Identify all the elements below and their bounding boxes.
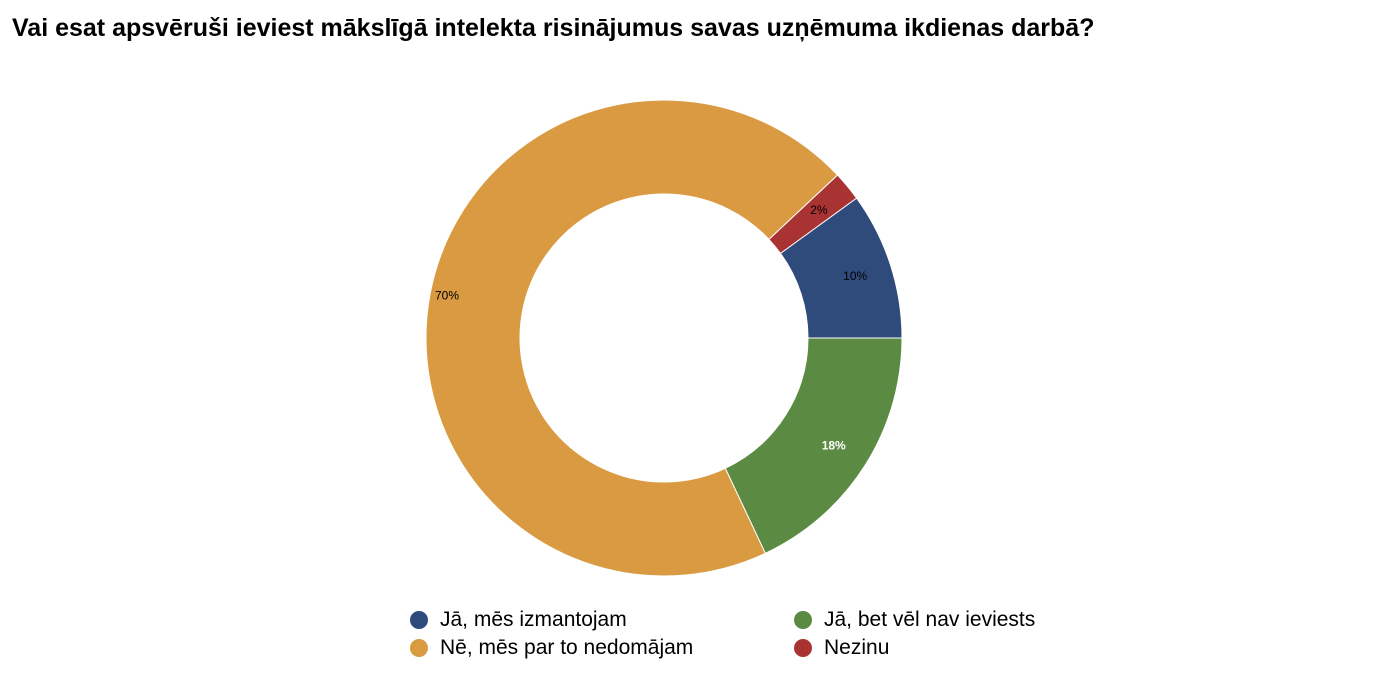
legend-item-nezinu[interactable]: Nezinu <box>794 636 1035 659</box>
legend-dot-icon <box>794 611 812 629</box>
legend-label: Jā, bet vēl nav ieviests <box>824 608 1036 631</box>
chart-title: Vai esat apsvēruši ieviest mākslīgā inte… <box>12 14 1095 42</box>
slice-value-label: 18% <box>822 439 846 453</box>
slice[interactable] <box>724 337 903 555</box>
legend-dot-icon <box>410 639 428 657</box>
slice[interactable] <box>768 174 858 255</box>
legend-item-ne-nedomajam[interactable]: Nē, mēs par to nedomājam <box>410 636 794 659</box>
legend-label: Nē, mēs par to nedomājam <box>440 636 694 659</box>
slice-value-label: 70% <box>435 289 459 303</box>
legend-dot-icon <box>410 611 428 629</box>
slice-labels-group: 10% 18% 70% 2% <box>435 203 868 453</box>
slices-group <box>425 99 903 577</box>
legend-label: Nezinu <box>824 636 890 659</box>
slice-value-label: 10% <box>843 269 867 283</box>
legend-dot-icon <box>794 639 812 657</box>
slice-value-label: 2% <box>810 203 828 217</box>
legend-label: Jā, mēs izmantojam <box>440 608 627 631</box>
slice[interactable] <box>425 99 839 577</box>
legend-item-ja-nav-ieviests[interactable]: Jā, bet vēl nav ieviests <box>794 608 1036 631</box>
legend-item-ja-izmantojam[interactable]: Jā, mēs izmantojam <box>410 608 794 631</box>
donut-chart: 10% 18% 70% 2% <box>425 99 903 577</box>
legend: Jā, mēs izmantojam Jā, bet vēl nav ievie… <box>410 608 1036 659</box>
